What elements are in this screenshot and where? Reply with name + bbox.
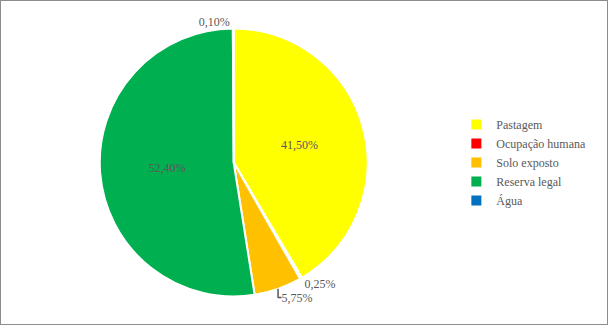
svg-text:Ocupação humana: Ocupação humana <box>496 137 586 151</box>
svg-text:Pastagem: Pastagem <box>496 118 543 132</box>
svg-text:0,10%: 0,10% <box>199 15 230 29</box>
svg-text:5,75%: 5,75% <box>282 291 313 305</box>
svg-text:Solo exposto: Solo exposto <box>496 156 558 170</box>
svg-text:0,25%: 0,25% <box>304 277 335 291</box>
svg-text:52,40%: 52,40% <box>148 161 185 175</box>
svg-text:Água: Água <box>496 194 523 208</box>
svg-text:41,50%: 41,50% <box>281 138 318 152</box>
svg-text:Reserva legal: Reserva legal <box>496 175 562 189</box>
